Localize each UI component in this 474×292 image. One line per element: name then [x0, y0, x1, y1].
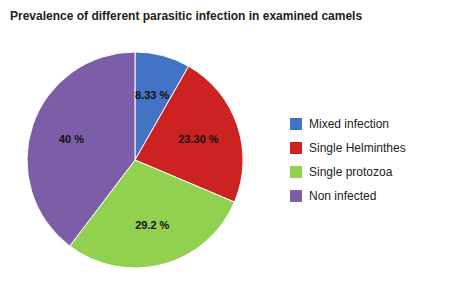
data-label: 23.30 % — [178, 133, 219, 145]
pie-slice — [27, 52, 135, 246]
data-label: 8.33 % — [135, 89, 169, 101]
legend-swatch — [290, 166, 302, 178]
pie — [27, 52, 243, 268]
legend-label: Single protozoa — [309, 165, 393, 179]
legend-swatch — [290, 142, 302, 154]
data-label: 40 % — [59, 133, 84, 145]
legend-swatch — [290, 118, 302, 130]
legend: Mixed infection Single Helminthes Single p… — [290, 117, 406, 203]
legend-label: Non infected — [309, 189, 376, 203]
legend-label: Single Helminthes — [309, 141, 406, 155]
chart-svg: Prevalence of different parasitic infect… — [0, 0, 474, 292]
data-label: 29.2 % — [135, 219, 169, 231]
data-labels: 8.33 % 23.30 % 29.2 % 40 % — [59, 89, 219, 230]
page: {"chart_data": {"type": "pie", "title": … — [0, 0, 474, 292]
title: Prevalence of different parasitic infect… — [10, 9, 362, 23]
legend-label: Mixed infection — [309, 117, 389, 131]
legend-swatch — [290, 190, 302, 202]
chart-container: Prevalence of different parasitic infect… — [0, 0, 474, 292]
